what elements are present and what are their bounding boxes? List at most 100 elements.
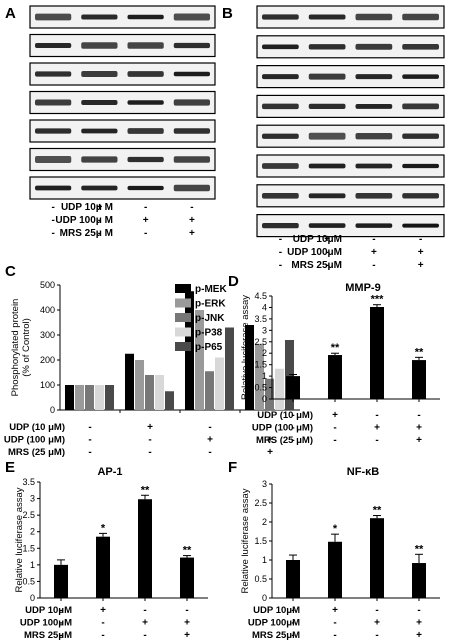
bar-p-jnk — [205, 371, 214, 410]
treatment-mark: - — [417, 410, 420, 421]
treatment-label: UDP 100μM — [287, 247, 342, 258]
treatment-mark: + — [416, 423, 422, 434]
y-tick-label: 4.5 — [254, 291, 267, 301]
y-axis-label: Relative luciferase assay — [240, 295, 251, 400]
significance-label: * — [333, 523, 338, 535]
treatment-mark: - — [417, 605, 420, 616]
blot-band — [308, 132, 346, 140]
blot-box — [29, 119, 216, 143]
treatment-mark: + — [189, 215, 195, 226]
legend-label: p-ERK — [195, 299, 226, 310]
bar-p-p38 — [275, 368, 284, 410]
treatment-mark: - — [88, 447, 91, 458]
blot-band — [127, 100, 164, 105]
treatment-mark: - — [333, 423, 336, 434]
y-tick-label: 100 — [40, 380, 55, 390]
treatment-label: MRS 25μM — [291, 260, 342, 271]
blot-band — [173, 128, 210, 134]
y-tick-label: 3 — [262, 479, 267, 489]
treatment-mark: - — [51, 228, 54, 239]
treatment-mark: + — [324, 234, 330, 245]
treatment-mark: + — [189, 228, 195, 239]
chart-title: AP-1 — [97, 466, 122, 478]
chart-title: NF-κB — [347, 466, 379, 478]
blot-band — [173, 156, 210, 163]
panel-letter-d: D — [228, 273, 239, 290]
bar-p-erk — [135, 360, 144, 410]
treatment-mark: + — [332, 605, 338, 616]
treatment-mark: - — [51, 202, 54, 213]
blot-band — [35, 185, 72, 191]
bar-p-p38 — [215, 357, 224, 410]
blot-box — [256, 94, 445, 119]
bar-p-p65 — [225, 327, 234, 410]
bar-p-jnk — [145, 375, 154, 410]
blot-band — [81, 156, 118, 163]
blot-band — [262, 74, 299, 80]
bar — [286, 560, 300, 598]
blot-band — [35, 156, 72, 163]
treatment-mark: + — [184, 630, 190, 641]
treatment-mark: - — [143, 605, 146, 616]
treatment-label: UDP (100 μM) — [4, 435, 65, 446]
blot-band — [173, 184, 210, 192]
blot-band — [127, 128, 164, 134]
blot-band — [355, 74, 393, 80]
treatment-mark: - — [375, 605, 378, 616]
y-tick-label: 2.5 — [254, 337, 267, 347]
blot-band — [262, 103, 299, 110]
y-tick-label: 1.5 — [254, 360, 267, 370]
treatment-mark: - — [143, 630, 146, 641]
bar — [370, 306, 384, 399]
treatment-mark: - — [333, 618, 336, 629]
y-tick-label: 1.5 — [254, 536, 267, 546]
bar — [54, 564, 68, 598]
blot-row — [29, 33, 216, 58]
legend-swatch — [175, 298, 191, 308]
blot-band — [355, 133, 393, 140]
blot-row — [29, 119, 216, 143]
blot-row — [256, 64, 445, 89]
treatment-mark: - — [375, 435, 378, 446]
blot-band — [173, 71, 210, 77]
treatment-label: MRS 25μ M — [60, 228, 113, 239]
blot-band — [262, 133, 299, 139]
treatment-mark: - — [291, 630, 294, 641]
blot-band — [402, 43, 439, 50]
treatment-mark: - — [208, 447, 211, 458]
blot-row — [256, 94, 445, 119]
legend-label: p-JNK — [195, 313, 225, 324]
blot-band — [127, 185, 164, 191]
bar — [412, 360, 426, 399]
bar-p-mek — [65, 385, 74, 410]
blot-band — [402, 193, 439, 199]
treatment-mark: - — [325, 247, 328, 258]
y-tick-label: 1 — [262, 371, 267, 381]
treatment-mark: + — [147, 422, 153, 433]
blot-row — [256, 124, 445, 148]
treatment-mark: + — [207, 435, 213, 446]
treatment-label: UDP (100 μM) — [252, 423, 313, 434]
treatment-mark: - — [98, 215, 101, 226]
blot-box — [256, 35, 445, 59]
panel-letter-c: C — [5, 263, 16, 280]
legend-label: p-P38 — [195, 328, 223, 339]
blot-band — [35, 99, 72, 106]
blot-box — [29, 176, 216, 200]
blot-band — [355, 163, 393, 169]
blot-band — [308, 193, 346, 199]
y-tick-label: 0 — [262, 394, 267, 404]
treatment-mark: - — [333, 630, 336, 641]
blot-band — [35, 71, 72, 77]
blot-box — [29, 147, 216, 172]
y-axis-label-line: Phosphorylated protein — [10, 299, 21, 397]
blot-band — [355, 103, 393, 109]
significance-label: ** — [415, 346, 424, 358]
treatment-mark: + — [184, 618, 190, 629]
treatment-mark: - — [375, 410, 378, 421]
blot-band — [262, 193, 299, 199]
bar — [180, 557, 194, 598]
blot-box — [256, 184, 445, 208]
significance-label: ** — [415, 543, 424, 555]
y-tick-label: 1 — [30, 560, 35, 570]
